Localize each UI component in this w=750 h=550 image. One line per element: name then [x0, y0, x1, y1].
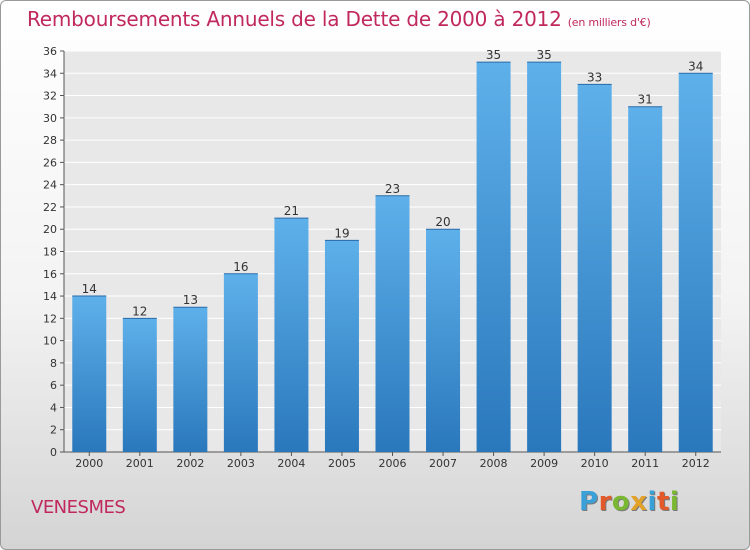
commune-name: VENESMES [31, 497, 126, 518]
chart-title: Remboursements Annuels de la Dette de 20… [27, 7, 651, 31]
bar [678, 73, 713, 453]
x-tick-label: 2004 [277, 457, 305, 470]
y-tick-label: 16 [43, 268, 57, 281]
y-tick-label: 24 [43, 179, 57, 192]
data-label: 21 [284, 204, 299, 218]
x-tick-label: 2000 [75, 457, 103, 470]
y-tick-label: 22 [43, 201, 57, 214]
x-tick-label: 2002 [176, 457, 204, 470]
data-label: 14 [82, 282, 97, 296]
bar [324, 240, 359, 452]
y-tick-label: 10 [43, 335, 57, 348]
x-tick-label: 2007 [429, 457, 457, 470]
data-label: 12 [132, 304, 147, 318]
y-tick-label: 30 [43, 112, 57, 125]
data-label: 13 [183, 293, 198, 307]
bar [426, 229, 461, 452]
chart-title-text: Remboursements Annuels de la Dette de 20… [27, 7, 562, 31]
bar [173, 307, 208, 452]
data-label: 19 [334, 226, 349, 240]
bar [72, 296, 107, 452]
y-tick-label: 34 [43, 67, 57, 80]
logo-letter: t [656, 487, 670, 517]
y-tick-label: 32 [43, 90, 57, 103]
data-label: 20 [435, 215, 450, 229]
x-tick-label: 2003 [227, 457, 255, 470]
y-tick-label: 8 [50, 357, 57, 370]
bar [375, 195, 410, 453]
y-tick-label: 20 [43, 223, 57, 236]
proxiti-logo: Proxiti [579, 487, 679, 517]
data-label: 33 [587, 70, 602, 84]
data-label: 34 [688, 59, 703, 73]
logo-letter: i [647, 487, 657, 517]
data-label: 31 [638, 93, 653, 107]
logo-letter: P [579, 487, 599, 517]
x-tick-label: 2012 [682, 457, 710, 470]
bar [628, 106, 663, 452]
bar [527, 62, 562, 453]
logo-letter: i [669, 487, 680, 517]
y-tick-label: 4 [50, 401, 57, 414]
bar [122, 318, 157, 452]
x-tick-label: 2001 [126, 457, 154, 470]
logo-letter: x [630, 487, 648, 517]
logo-letter: r [598, 487, 612, 517]
bar [476, 62, 511, 453]
y-tick-label: 36 [43, 45, 57, 58]
bar [223, 273, 258, 452]
x-tick-label: 2006 [379, 457, 407, 470]
bar [577, 84, 612, 453]
y-tick-label: 2 [50, 424, 57, 437]
data-label: 23 [385, 182, 400, 196]
x-tick-label: 2008 [480, 457, 508, 470]
y-tick-label: 6 [50, 379, 57, 392]
x-tick-label: 2010 [581, 457, 609, 470]
data-label: 35 [486, 48, 501, 62]
x-tick-label: 2009 [530, 457, 558, 470]
y-tick-label: 12 [43, 312, 57, 325]
x-tick-label: 2011 [631, 457, 659, 470]
y-tick-label: 0 [50, 446, 57, 459]
y-tick-label: 26 [43, 156, 57, 169]
data-label: 16 [233, 260, 248, 274]
y-tick-label: 14 [43, 290, 57, 303]
x-tick-label: 2005 [328, 457, 356, 470]
y-tick-label: 18 [43, 246, 57, 259]
y-tick-label: 28 [43, 134, 57, 147]
bar [274, 218, 309, 452]
chart-unit: (en milliers d'€) [567, 16, 651, 29]
logo-letter: o [611, 487, 631, 517]
data-label: 35 [536, 48, 551, 62]
